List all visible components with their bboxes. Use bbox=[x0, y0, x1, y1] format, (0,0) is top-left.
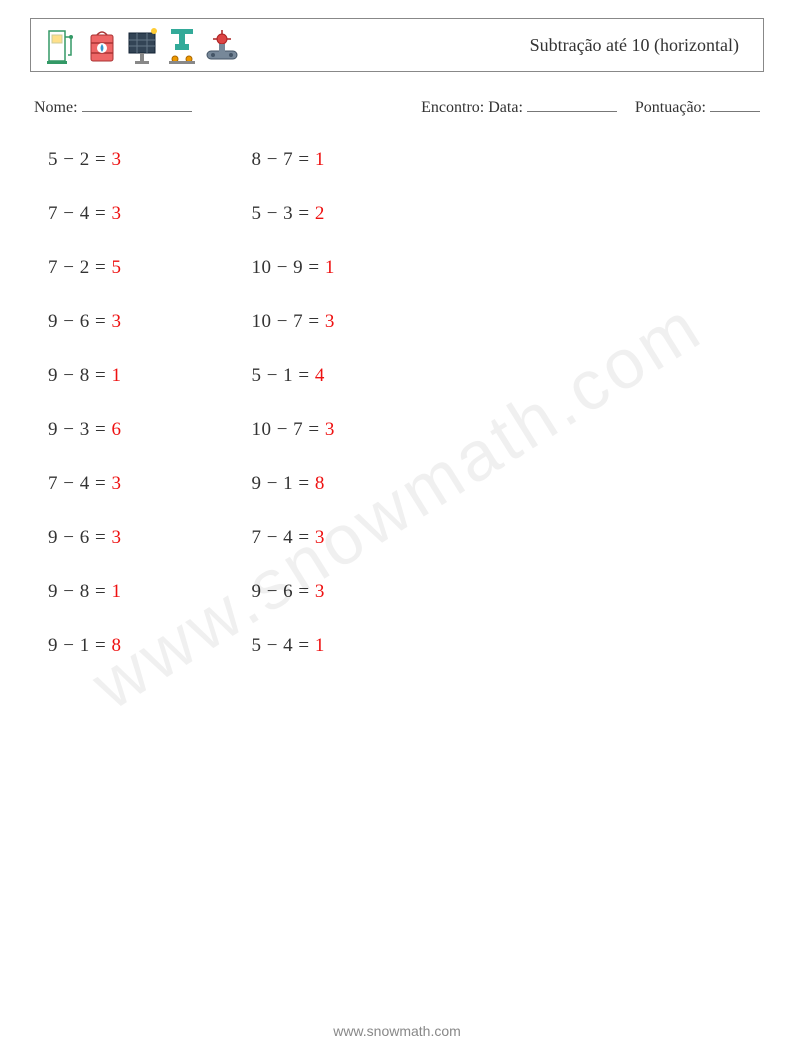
oil-barrel-icon bbox=[85, 25, 119, 65]
score-label: Pontuação: bbox=[635, 99, 706, 116]
problem-answer: 6 bbox=[111, 419, 121, 440]
problem-expression: 5 − 3 = bbox=[251, 203, 314, 224]
press-icon bbox=[165, 25, 199, 65]
score-blank bbox=[710, 96, 760, 112]
problem: 10 − 7 = 3 bbox=[251, 419, 334, 441]
problem: 5 − 2 = 3 bbox=[48, 149, 121, 171]
date-label: Data: bbox=[488, 99, 523, 116]
problem: 8 − 7 = 1 bbox=[251, 149, 334, 171]
problem-answer: 3 bbox=[325, 311, 335, 332]
problem-expression: 7 − 2 = bbox=[48, 257, 111, 278]
problem-expression: 9 − 6 = bbox=[251, 581, 314, 602]
problem: 10 − 9 = 1 bbox=[251, 257, 334, 279]
problem: 5 − 4 = 1 bbox=[251, 635, 334, 657]
problem: 9 − 6 = 3 bbox=[48, 527, 121, 549]
problem-expression: 7 − 4 = bbox=[48, 473, 111, 494]
problem-answer: 1 bbox=[111, 365, 121, 386]
problem: 7 − 4 = 3 bbox=[251, 527, 334, 549]
problem-answer: 2 bbox=[315, 203, 325, 224]
problems-column-1: 5 − 2 = 37 − 4 = 37 − 2 = 59 − 6 = 39 − … bbox=[48, 149, 121, 657]
problem: 9 − 8 = 1 bbox=[48, 581, 121, 603]
problem: 7 − 4 = 3 bbox=[48, 203, 121, 225]
gas-pump-icon bbox=[45, 25, 79, 65]
footer-link: www.snowmath.com bbox=[0, 1023, 794, 1039]
problem-expression: 9 − 8 = bbox=[48, 365, 111, 386]
problem-answer: 3 bbox=[111, 473, 121, 494]
problem-expression: 9 − 1 = bbox=[48, 635, 111, 656]
problem-expression: 10 − 7 = bbox=[251, 419, 324, 440]
problem: 9 − 1 = 8 bbox=[48, 635, 121, 657]
problem-expression: 5 − 4 = bbox=[251, 635, 314, 656]
problem: 10 − 7 = 3 bbox=[251, 311, 334, 333]
problem-expression: 5 − 2 = bbox=[48, 149, 111, 170]
problem-answer: 3 bbox=[111, 311, 121, 332]
problem: 9 − 8 = 1 bbox=[48, 365, 121, 387]
problem-answer: 1 bbox=[315, 149, 325, 170]
problems-container: 5 − 2 = 37 − 4 = 37 − 2 = 59 − 6 = 39 − … bbox=[30, 149, 764, 657]
problem: 7 − 4 = 3 bbox=[48, 473, 121, 495]
problem-expression: 9 − 6 = bbox=[48, 311, 111, 332]
problem-answer: 3 bbox=[111, 527, 121, 548]
problem-expression: 10 − 9 = bbox=[251, 257, 324, 278]
encounter-field: Encontro: Data: bbox=[421, 96, 617, 117]
problem-answer: 1 bbox=[325, 257, 335, 278]
problem-answer: 4 bbox=[315, 365, 325, 386]
problem-answer: 3 bbox=[325, 419, 335, 440]
worksheet-title: Subtração até 10 (horizontal) bbox=[530, 35, 749, 56]
problem: 5 − 3 = 2 bbox=[251, 203, 334, 225]
problem-expression: 7 − 4 = bbox=[251, 527, 314, 548]
name-label: Nome: bbox=[34, 99, 78, 116]
problem-expression: 8 − 7 = bbox=[251, 149, 314, 170]
encounter-label: Encontro: bbox=[421, 99, 484, 116]
problem-expression: 9 − 6 = bbox=[48, 527, 111, 548]
problem: 7 − 2 = 5 bbox=[48, 257, 121, 279]
problems-column-2: 8 − 7 = 1 5 − 3 = 2 10 − 9 = 1 10 − 7 = 3 5 … bbox=[251, 149, 334, 657]
problem: 9 − 6 = 3 bbox=[48, 311, 121, 333]
pipeline-icon bbox=[205, 25, 239, 65]
problem-answer: 1 bbox=[111, 581, 121, 602]
problem-expression: 9 − 3 = bbox=[48, 419, 111, 440]
name-field: Nome: bbox=[34, 96, 192, 117]
problem-answer: 3 bbox=[315, 581, 325, 602]
problem-expression: 10 − 7 = bbox=[251, 311, 324, 332]
header-icons bbox=[45, 25, 239, 65]
problem-answer: 8 bbox=[315, 473, 325, 494]
problem-answer: 3 bbox=[315, 527, 325, 548]
problem: 9 − 6 = 3 bbox=[251, 581, 334, 603]
problem-expression: 7 − 4 = bbox=[48, 203, 111, 224]
solar-panel-icon bbox=[125, 25, 159, 65]
name-blank bbox=[82, 96, 192, 112]
problem: 5 − 1 = 4 bbox=[251, 365, 334, 387]
header-box: Subtração até 10 (horizontal) bbox=[30, 18, 764, 72]
problem-answer: 8 bbox=[111, 635, 121, 656]
date-blank bbox=[527, 96, 617, 112]
problem: 9 − 3 = 6 bbox=[48, 419, 121, 441]
problem-answer: 3 bbox=[111, 203, 121, 224]
problem-expression: 9 − 8 = bbox=[48, 581, 111, 602]
problem-answer: 1 bbox=[315, 635, 325, 656]
problem-answer: 3 bbox=[111, 149, 121, 170]
problem-expression: 5 − 1 = bbox=[251, 365, 314, 386]
info-row: Nome: Encontro: Data: Pontuação: bbox=[30, 96, 764, 117]
problem-answer: 5 bbox=[111, 257, 121, 278]
problem: 9 − 1 = 8 bbox=[251, 473, 334, 495]
score-field: Pontuação: bbox=[635, 96, 760, 117]
problem-expression: 9 − 1 = bbox=[251, 473, 314, 494]
